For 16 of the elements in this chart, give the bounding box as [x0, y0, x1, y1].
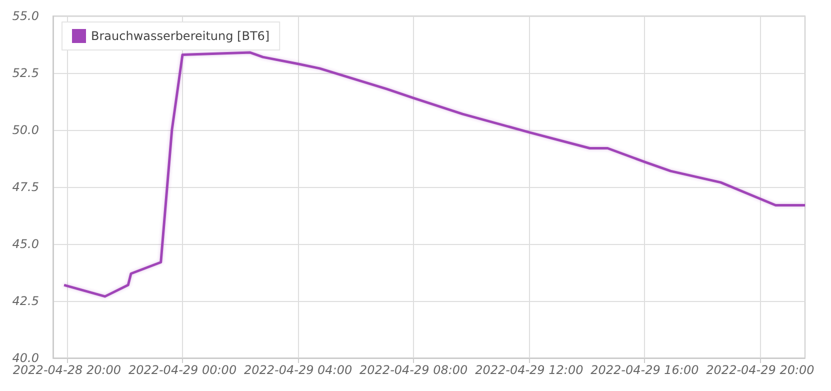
y-tick-label: 47.5	[12, 180, 39, 194]
y-tick-label: 42.5	[12, 294, 39, 308]
y-tick-label: 45.0	[12, 237, 40, 251]
y-tick-label: 52.5	[12, 66, 39, 80]
legend-label: Brauchwasserbereitung [BT6]	[91, 29, 270, 43]
y-tick-label: 40.0	[12, 351, 40, 365]
x-tick-label: 2022-04-29 12:00	[475, 363, 584, 377]
x-tick-label: 2022-04-29 08:00	[360, 363, 468, 377]
y-tick-label: 50.0	[12, 123, 40, 137]
x-tick-label: 2022-04-29 00:00	[128, 363, 237, 377]
x-tick-label: 2022-04-29 04:00	[244, 363, 352, 377]
line-series	[62, 51, 806, 298]
x-tick-label: 2022-04-28 20:00	[12, 363, 122, 377]
x-tick-label: 2022-04-29 20:00	[706, 363, 815, 377]
y-tick-label: 55.0	[12, 9, 40, 23]
x-tick-label: 2022-04-29 16:00	[590, 363, 700, 377]
